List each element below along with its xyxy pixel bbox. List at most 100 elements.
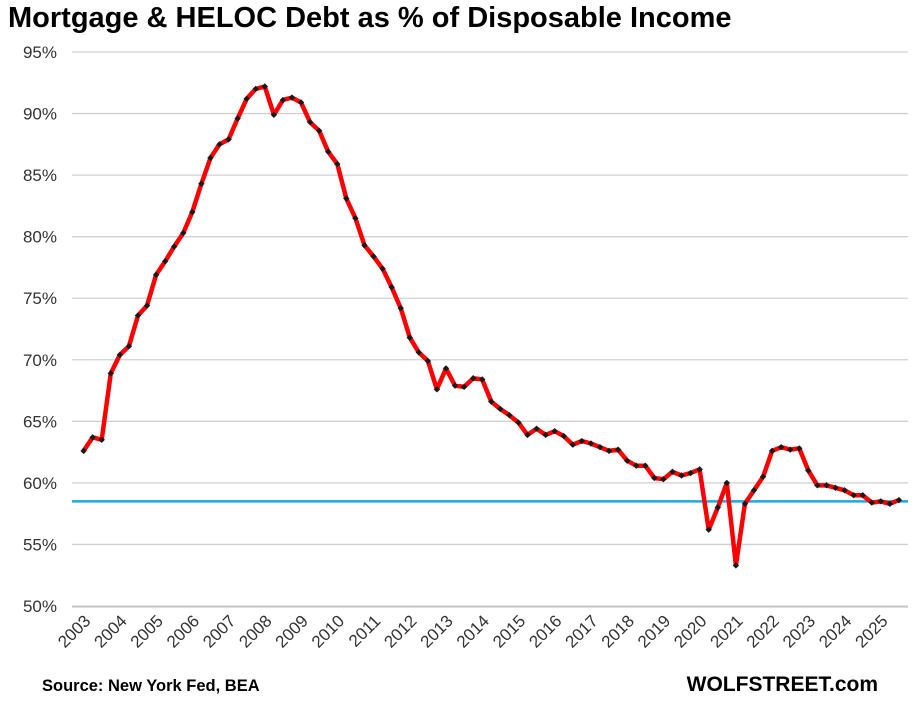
x-tick-label: 2016 (525, 611, 565, 651)
series-line (81, 84, 902, 568)
markers-group (80, 83, 903, 569)
data-point (633, 462, 640, 469)
data-point (125, 343, 133, 350)
y-tick-label: 70% (23, 351, 57, 370)
data-point (787, 446, 794, 453)
data-point (361, 242, 368, 249)
y-tick-label: 65% (23, 412, 57, 431)
data-point (198, 180, 205, 187)
data-point (279, 96, 287, 104)
x-axis: 2003200420052006200720082009201020112012… (54, 606, 908, 652)
data-point (651, 474, 658, 482)
data-point (895, 496, 903, 504)
data-point (216, 141, 223, 148)
data-point (841, 487, 848, 494)
data-point (397, 304, 404, 312)
data-point (560, 432, 567, 440)
brand-label: WOLFSTREET.com (686, 673, 878, 696)
data-point (288, 94, 296, 101)
data-point (352, 215, 359, 222)
data-point (750, 487, 758, 494)
data-point (796, 445, 803, 452)
data-point (578, 437, 586, 445)
x-tick-label: 2010 (308, 611, 348, 651)
x-tick-label: 2018 (598, 611, 638, 651)
data-point (696, 466, 703, 473)
y-tick-label: 90% (23, 105, 57, 124)
data-point (343, 195, 350, 202)
data-point (832, 484, 839, 492)
x-tick-label: 2023 (779, 611, 819, 651)
data-point (587, 440, 595, 447)
data-point (732, 562, 740, 569)
data-point (877, 498, 885, 505)
x-tick-label: 2005 (127, 611, 167, 651)
data-point (171, 243, 178, 250)
gridlines (72, 51, 908, 607)
data-point (823, 482, 830, 489)
chart-title: Mortgage & HELOC Debt as % of Disposable… (8, 2, 732, 34)
data-point (225, 136, 232, 143)
data-point (660, 475, 667, 483)
y-tick-label: 85% (23, 166, 57, 185)
data-point (768, 447, 776, 455)
y-tick-label: 80% (23, 228, 57, 247)
data-point (415, 349, 423, 356)
data-point (723, 479, 731, 487)
data-point (270, 111, 278, 118)
source-note: Source: New York Fed, BEA (42, 677, 260, 695)
data-point (859, 492, 866, 499)
data-point (759, 473, 767, 480)
data-point (424, 357, 432, 365)
y-tick-label: 75% (23, 289, 57, 308)
data-point (479, 376, 486, 383)
y-tick-label: 95% (23, 43, 57, 62)
data-point (515, 419, 522, 426)
series-group (81, 84, 902, 568)
data-point (614, 446, 622, 453)
data-point (469, 375, 477, 382)
data-point (189, 208, 196, 216)
data-point (714, 504, 721, 511)
x-tick-label: 2009 (272, 611, 312, 651)
x-tick-label: 2013 (417, 611, 457, 651)
data-point (814, 482, 821, 489)
y-tick-label: 60% (23, 474, 57, 493)
data-point (80, 447, 87, 455)
data-point (777, 443, 785, 451)
data-point (868, 499, 875, 506)
data-point (261, 83, 269, 90)
x-tick-label: 2024 (815, 611, 855, 651)
data-point (433, 386, 441, 393)
x-tick-label: 2021 (707, 611, 747, 651)
data-point (542, 431, 549, 439)
data-point (98, 436, 105, 443)
data-point (161, 258, 169, 265)
data-point (442, 365, 450, 372)
x-tick-label: 2004 (91, 611, 131, 651)
data-point (642, 462, 649, 469)
data-point (524, 431, 531, 439)
x-tick-label: 2015 (489, 611, 529, 651)
data-point (143, 302, 151, 309)
data-point (306, 118, 314, 126)
y-tick-label: 50% (23, 597, 57, 616)
data-point (406, 334, 413, 341)
data-point (315, 127, 323, 134)
data-point (533, 425, 540, 432)
data-point (379, 265, 386, 272)
data-point (89, 434, 96, 441)
data-point (741, 500, 749, 508)
x-tick-label: 2011 (345, 611, 384, 650)
x-tick-label: 2022 (743, 611, 783, 651)
data-point (596, 443, 604, 451)
data-point (451, 382, 459, 389)
data-point (152, 271, 160, 279)
data-point (669, 468, 676, 476)
x-tick-label: 2014 (453, 611, 493, 651)
data-point (116, 351, 124, 359)
x-tick-label: 2006 (163, 611, 203, 651)
data-point (569, 441, 577, 448)
data-point (460, 383, 468, 391)
x-tick-label: 2020 (670, 611, 710, 651)
